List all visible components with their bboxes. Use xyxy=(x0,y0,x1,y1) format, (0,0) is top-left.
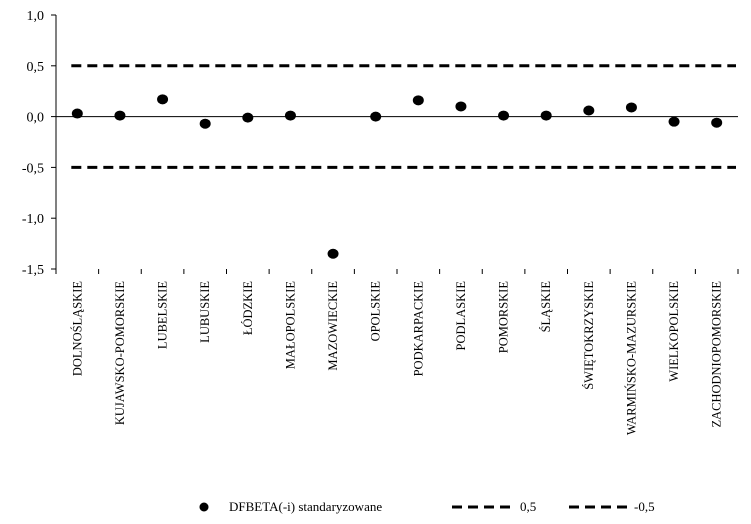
data-point xyxy=(71,108,83,119)
legend-label: -0,5 xyxy=(634,499,655,514)
data-point xyxy=(455,101,467,112)
x-category-label: ŚLĄSKIE xyxy=(539,281,553,333)
data-point xyxy=(114,110,126,121)
y-tick-label: -1,0 xyxy=(22,212,44,227)
x-category-label: KUJAWSKO-POMORSKIE xyxy=(113,281,127,426)
data-point xyxy=(625,102,637,113)
data-point xyxy=(327,248,339,259)
x-category-label: MAŁOPOLSKIE xyxy=(283,281,297,370)
data-point xyxy=(498,110,510,121)
x-category-label: PODLASKIE xyxy=(454,281,468,351)
y-tick-label: -0,5 xyxy=(22,161,44,176)
x-category-label: DOLNOŚLĄSKIE xyxy=(70,281,84,377)
data-point xyxy=(412,95,424,106)
x-category-label: MAZOWIECKIE xyxy=(326,281,340,371)
y-tick-labels: 1,0 0,5 0,0 -0,5 -1,0 -1,5 xyxy=(22,9,44,278)
data-point xyxy=(583,105,595,116)
x-category-label: PODKARPACKIE xyxy=(411,281,425,377)
reference-lines xyxy=(71,64,736,169)
y-tick-label: 0,0 xyxy=(27,111,45,126)
axes xyxy=(51,14,739,274)
x-category-label: ŚWIĘTOKRZYSKIE xyxy=(582,281,596,390)
x-category-label: LUBELSKIE xyxy=(156,281,170,349)
legend: DFBETA(-i) standaryzowane 0,5 -0,5 xyxy=(199,499,655,514)
x-category-label: ZACHODNIOPOMORSKIE xyxy=(710,281,724,428)
x-category-labels: DOLNOŚLĄSKIE KUJAWSKO-POMORSKIE LUBELSKIE L… xyxy=(70,281,723,436)
data-point xyxy=(284,110,296,121)
data-point xyxy=(668,116,680,127)
x-category-label: WIELKOPOLSKIE xyxy=(667,281,681,382)
x-category-label: POMORSKIE xyxy=(497,281,511,354)
x-category-label: WARMIŃSKO-MAZURSKIE xyxy=(624,281,638,436)
x-category-label: LUBUSKIE xyxy=(198,281,212,343)
data-point xyxy=(711,117,723,128)
y-tick-label: -1,5 xyxy=(22,263,44,278)
legend-label: 0,5 xyxy=(520,499,536,514)
y-tick-label: 0,5 xyxy=(27,60,45,75)
data-point xyxy=(242,112,254,123)
y-tick-label: 1,0 xyxy=(27,9,45,24)
legend-label: DFBETA(-i) standaryzowane xyxy=(229,499,382,514)
data-point xyxy=(157,94,169,105)
data-point xyxy=(199,118,211,129)
data-points xyxy=(71,94,723,259)
legend-marker-points xyxy=(199,502,209,512)
data-point xyxy=(370,111,382,122)
x-category-label: ŁÓDZKIE xyxy=(241,281,255,336)
x-category-label: OPOLSKIE xyxy=(369,281,383,342)
data-point xyxy=(540,110,552,121)
